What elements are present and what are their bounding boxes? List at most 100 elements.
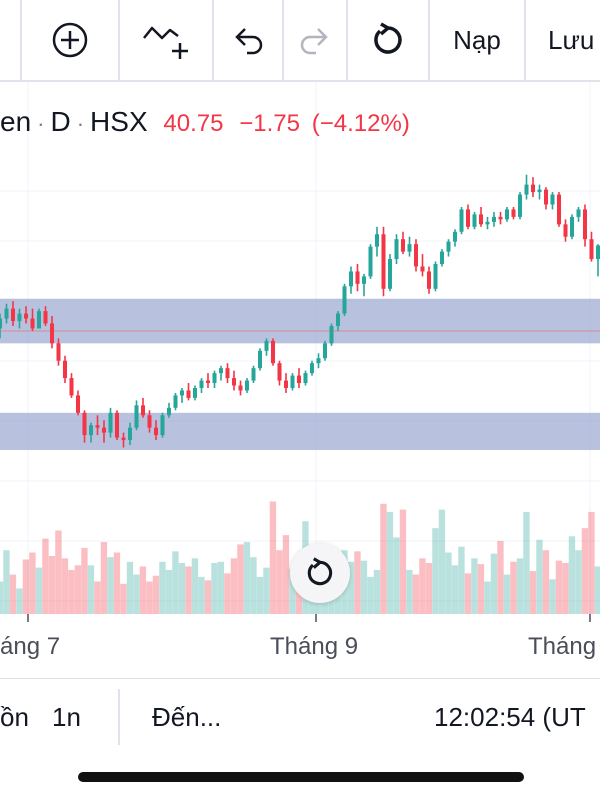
plus-circle-icon (52, 22, 88, 58)
volume-bar (146, 581, 153, 614)
volume-bar (178, 562, 186, 614)
save-label: Lưu (548, 24, 595, 55)
volume-bar (165, 569, 173, 614)
candle-body (23, 313, 29, 319)
volume-bar (529, 571, 537, 614)
volume-bar (445, 552, 452, 614)
candle-body (329, 326, 334, 344)
undo-icon (235, 28, 263, 55)
volume-bar (464, 573, 472, 614)
volume-bar (490, 553, 498, 614)
candle-body (166, 407, 172, 416)
volume-bar (139, 566, 147, 614)
x-tick-label: áng 7 (0, 633, 61, 660)
volume-bar (458, 546, 465, 614)
add-indicator-button[interactable] (22, 0, 120, 80)
candle-body (530, 184, 536, 193)
candle-body (101, 427, 107, 433)
candle-body (121, 437, 126, 441)
undo-button[interactable] (214, 0, 284, 80)
volume-bar (68, 569, 75, 614)
candle-body (517, 194, 523, 217)
redo-button[interactable] (284, 0, 348, 80)
volume-bar (3, 550, 10, 614)
candle-body (264, 340, 269, 351)
volume-bar (555, 560, 563, 614)
reset-icon (307, 557, 333, 586)
candle-body (439, 251, 445, 264)
candle-body (186, 390, 191, 398)
lower-zone (0, 412, 600, 450)
load-label: Nạp (453, 24, 501, 55)
volume-layer (0, 501, 600, 614)
candle-body (361, 276, 367, 284)
volume-bar (81, 547, 88, 614)
volume-bar (393, 537, 400, 614)
volume-bar (224, 573, 231, 614)
volume-bar (575, 550, 582, 614)
load-layout-button[interactable]: Nạp (430, 0, 526, 80)
volume-bar (243, 542, 251, 614)
candle-body (270, 340, 276, 364)
volume-bar (503, 574, 511, 614)
candle-body (82, 412, 87, 436)
volume-bar (172, 551, 179, 614)
candle-body (257, 350, 263, 369)
volume-bar (42, 538, 49, 614)
save-layout-button[interactable]: Lưu (526, 0, 600, 80)
candle-body (10, 308, 16, 322)
volume-bar (185, 566, 192, 614)
redo-icon (300, 28, 328, 55)
candle-body (251, 368, 256, 381)
price-change: −1.75 (239, 110, 300, 137)
volume-bar (22, 559, 30, 614)
candle-body (127, 427, 133, 441)
candle-body (303, 373, 308, 384)
volume-bar (250, 557, 257, 614)
zones-layer (0, 298, 600, 450)
volume-bar (152, 575, 160, 614)
candle-body (244, 380, 250, 391)
volume-bar (230, 558, 238, 614)
candle-body (569, 216, 575, 237)
volume-bar (406, 569, 413, 614)
volume-bar (9, 574, 17, 614)
symbol-name: en (0, 106, 32, 137)
candle-body (335, 313, 341, 326)
volume-bar (263, 567, 270, 614)
refresh-button[interactable] (348, 0, 430, 80)
compare-symbol-button[interactable] (120, 0, 214, 80)
line-plus-icon (143, 26, 188, 59)
chart-area[interactable] (0, 82, 600, 677)
chart-grid (0, 82, 600, 622)
volume-bar (191, 558, 199, 614)
candle-body (179, 390, 185, 396)
range-button-partial[interactable]: ồn (0, 702, 29, 732)
candle-body (88, 425, 94, 436)
volume-bar (55, 530, 62, 614)
candle-body (543, 189, 549, 205)
candle-body (322, 343, 328, 359)
candle-body (478, 214, 484, 225)
reset-chart-button[interactable] (290, 543, 350, 603)
symbol-legend[interactable]: en · D · HSX 40.75 −1.75 (−4.12%) (0, 104, 410, 140)
candle-body (290, 375, 295, 388)
volume-bar (113, 552, 121, 614)
volume-bar (126, 561, 134, 614)
candle-body (368, 246, 373, 277)
volume-bar (120, 583, 127, 614)
candle-body (62, 360, 68, 379)
volume-bar (425, 562, 433, 614)
last-price: 40.75 (163, 110, 224, 137)
candle-body (381, 234, 386, 289)
legend-dot: · (76, 111, 85, 136)
candle-body (199, 380, 204, 388)
clock-timezone[interactable]: 12:02:54 (UT (434, 702, 586, 732)
candle-body (231, 378, 237, 386)
candle-body (238, 385, 243, 391)
volume-bar (588, 511, 595, 614)
partial-left-button[interactable] (0, 0, 22, 80)
price-chart[interactable] (0, 82, 600, 677)
goto-date-button[interactable]: Đến... (152, 702, 222, 732)
range-button-1y[interactable]: 1n (52, 702, 81, 732)
